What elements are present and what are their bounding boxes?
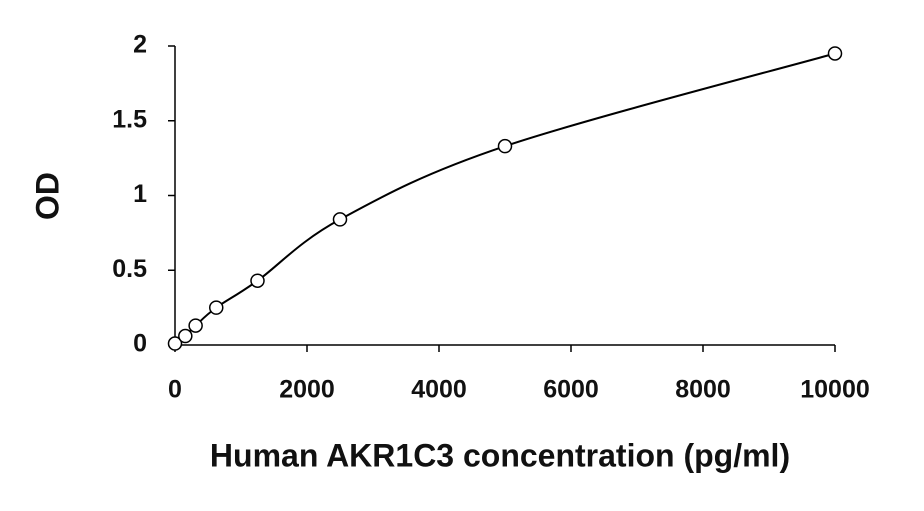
x-tick-label: 2000 bbox=[279, 376, 335, 404]
x-tick-label: 8000 bbox=[675, 376, 731, 404]
y-tick-label: 0 bbox=[133, 330, 147, 358]
data-point bbox=[167, 336, 183, 351]
data-point bbox=[332, 212, 348, 227]
data-point bbox=[178, 328, 193, 344]
y-tick-label: 0.5 bbox=[112, 255, 147, 283]
data-point bbox=[497, 138, 513, 154]
x-tick-label: 10000 bbox=[800, 376, 870, 404]
x-tick-label: 0 bbox=[168, 376, 182, 404]
y-axis-label: OD bbox=[29, 172, 65, 220]
x-tick-label: 6000 bbox=[543, 376, 599, 404]
fit-curve bbox=[174, 52, 836, 345]
y-tick-label: 1.5 bbox=[112, 105, 147, 133]
data-point bbox=[250, 273, 265, 288]
data-point bbox=[827, 46, 843, 61]
data-point bbox=[209, 300, 224, 315]
y-tick-label: 2 bbox=[133, 31, 147, 59]
data-point bbox=[188, 318, 203, 333]
y-tick-label: 1 bbox=[133, 180, 147, 208]
x-tick-label: 4000 bbox=[411, 376, 467, 404]
x-axis-label: Human AKR1C3 concentration (pg/ml) bbox=[210, 437, 790, 473]
